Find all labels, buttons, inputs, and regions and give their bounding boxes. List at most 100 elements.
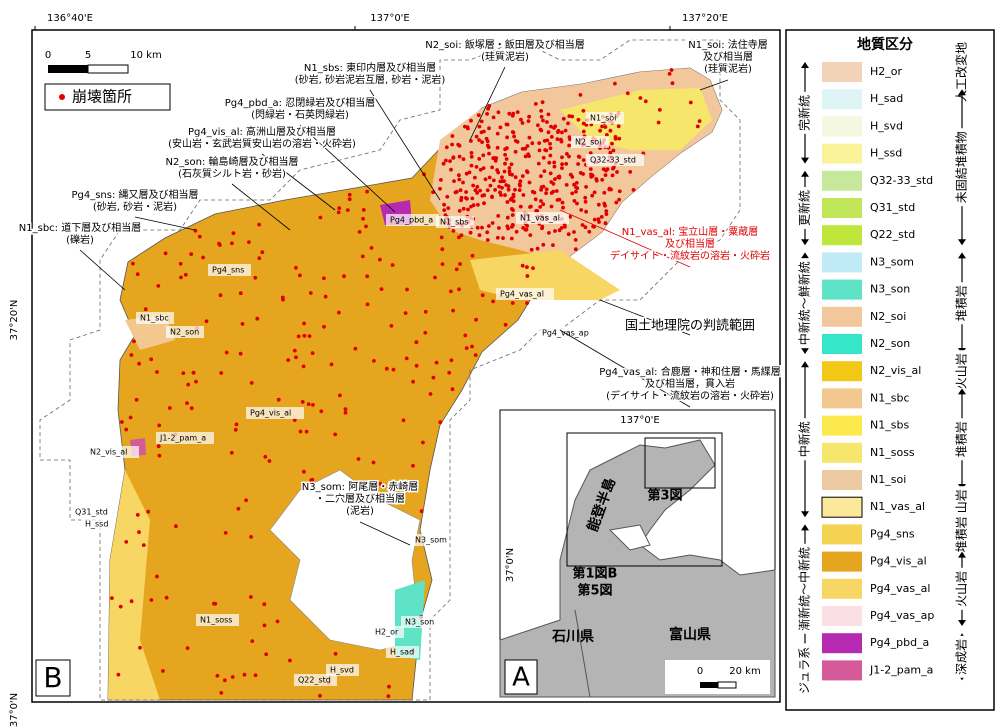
landslide-point [576,162,580,166]
landslide-point [525,301,529,305]
landslide-point [302,333,307,338]
landslide-point [155,370,159,374]
landslide-point [487,224,491,228]
landslide-point [525,144,530,148]
landslide-point [440,247,445,252]
legend-swatch [822,578,862,599]
landslide-point [581,108,586,113]
map-label-bg [436,216,474,228]
landslide-point [625,91,630,96]
landslide-point [365,274,370,279]
map-label-bg [71,506,114,518]
landslide-point [174,524,178,529]
landslide-point [474,165,479,169]
callout-leader [599,299,691,336]
landslide-point [547,231,551,235]
landslide-point [450,134,455,138]
legend-code: Pg4_vis_al [870,555,927,568]
landslide-point [298,273,302,278]
landslide-point [483,177,488,182]
map-label: Q31_std [75,508,108,517]
landslide-point [449,358,454,363]
landslide-point [440,262,445,266]
landslide-point [528,205,532,209]
landslide-point [250,639,255,643]
landslide-point [433,275,437,280]
landslide-point [222,678,227,683]
landslide-point [302,469,306,474]
landslide-point [548,153,553,158]
landslide-point [329,362,334,367]
landslide-point [477,138,481,142]
landslide-point [553,229,557,233]
landslide-point [511,130,516,135]
landslide-point [470,196,475,201]
landslide-point [538,205,543,209]
legend-swatch [822,306,862,327]
landslide-point [189,252,194,256]
landslide-point [513,149,518,154]
landslide-point [179,275,183,280]
landslide-point [490,221,495,225]
landslide-point [141,543,146,547]
landslide-point [275,619,280,624]
legend-epoch: ジュラ系 [798,647,812,694]
landslide-point [356,457,361,461]
landslide-point [448,159,452,164]
landslide-point [552,126,556,130]
inset-lat: 37°0'N [505,548,516,582]
callout-text: Pg4_sns: 縄又層及び相当層 [71,188,198,201]
callout-text: 国土地理院の判読範囲 [625,318,755,334]
landslide-point [613,81,617,86]
landslide-point [318,693,322,698]
landslide-point [581,158,586,163]
map-label: N1_vas_al [520,214,560,223]
landslide-point [378,482,383,486]
landslide-point [545,120,549,124]
inset-fig3: 第3図 [647,488,682,504]
landslide-point [229,450,234,455]
map-label: N1_soss [200,616,232,625]
landslide-point [608,128,613,133]
landslide-point [596,217,601,222]
landslide-point [479,119,484,124]
legend-code: N1_sbs [870,419,909,432]
landslide-point [156,444,161,449]
landslide-point [389,324,394,328]
legend-epoch: 漸新統～中新統 [797,547,812,631]
landslide-point [549,204,554,209]
legend-swatch [822,551,862,572]
callout-leader [79,249,126,291]
landslide-point [503,147,507,152]
landslide-point [461,157,466,162]
landslide-point [253,275,258,280]
scale-bar-black [48,65,88,73]
landslide-point [548,141,552,146]
landslide-point [292,418,297,422]
landslide-point [185,646,190,650]
landslide-point [451,155,456,160]
landslide-point [476,202,480,207]
landslide-point [288,658,292,663]
landslide-point [456,142,461,147]
landslide-point [503,322,508,327]
landslide-point [531,266,535,270]
landslide-point [573,238,578,242]
callout-text: (珪質泥岩) [704,62,752,75]
inset-scale-label: 20 km [729,666,760,677]
landslide-point [298,429,303,434]
landslide-point [475,225,480,230]
landslide-point [560,162,564,167]
landslide-point [469,154,474,159]
callout-text: 及び相当層 [703,50,753,63]
map-label-bg [246,407,304,419]
landslide-point [541,202,546,207]
scale-bar-white [87,64,129,74]
landslide-point [579,208,584,212]
landslide-point [508,197,513,202]
landslide-point [441,161,446,166]
landslide-point [468,230,473,235]
landslide-point [469,139,473,143]
landslide-point [554,189,559,193]
legend-swatch [822,116,862,137]
